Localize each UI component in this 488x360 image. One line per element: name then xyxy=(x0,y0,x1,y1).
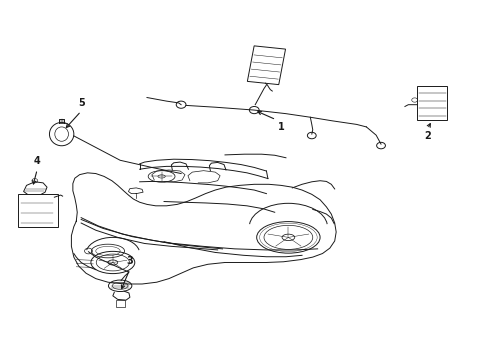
Text: 1: 1 xyxy=(277,122,284,132)
Text: 2: 2 xyxy=(423,131,430,141)
Bar xyxy=(116,300,125,307)
Text: 5: 5 xyxy=(78,98,84,108)
Text: 3: 3 xyxy=(126,256,133,266)
Text: 4: 4 xyxy=(34,156,41,166)
